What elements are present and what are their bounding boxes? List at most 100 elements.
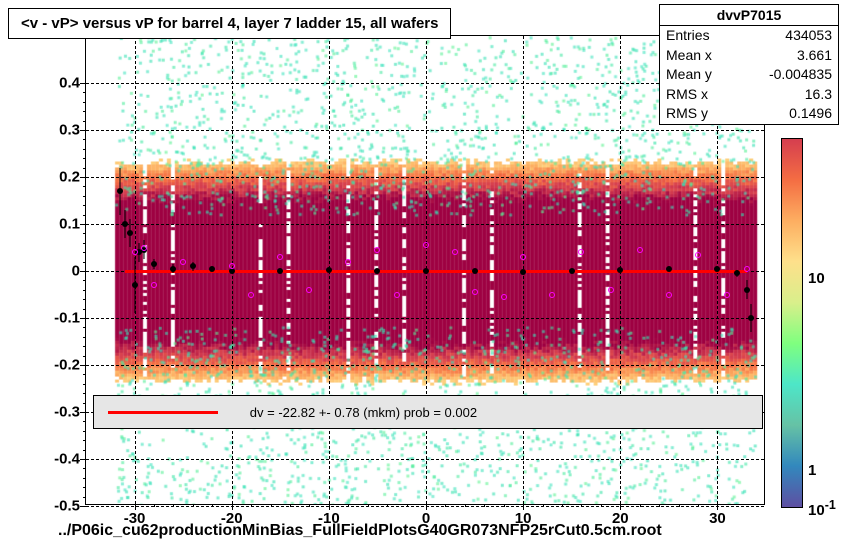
profile-point xyxy=(127,230,133,236)
open-marker xyxy=(345,259,351,265)
x-tick-label: 30 xyxy=(709,510,726,527)
profile-point xyxy=(748,315,754,321)
stats-label: Mean x xyxy=(666,46,712,66)
x-minor-tick xyxy=(601,504,602,507)
open-marker xyxy=(501,294,507,300)
y-minor-tick xyxy=(83,346,86,347)
y-minor-tick xyxy=(83,487,86,488)
x-tick xyxy=(232,504,233,510)
stats-label: RMS y xyxy=(666,104,708,124)
x-minor-tick xyxy=(465,504,466,507)
x-minor-tick xyxy=(445,504,446,507)
x-minor-tick xyxy=(640,504,641,507)
open-marker xyxy=(608,287,614,293)
x-minor-tick xyxy=(154,504,155,507)
x-minor-tick xyxy=(504,504,505,507)
y-tick xyxy=(80,130,86,131)
stats-label: Entries xyxy=(666,26,710,46)
y-minor-tick xyxy=(83,121,86,122)
x-minor-tick xyxy=(484,504,485,507)
y-minor-tick xyxy=(83,384,86,385)
fit-line xyxy=(125,270,747,273)
y-minor-tick xyxy=(83,403,86,404)
y-minor-tick xyxy=(83,196,86,197)
legend-text: dv = -22.82 +- 0.78 (mkm) prob = 0.002 xyxy=(250,405,477,420)
profile-point xyxy=(617,267,623,273)
stats-row: Entries 434053 xyxy=(660,26,838,46)
y-minor-tick xyxy=(83,478,86,479)
y-tick-label: 0.1 xyxy=(59,216,80,233)
x-minor-tick xyxy=(543,504,544,507)
y-tick-label: -0.3 xyxy=(54,404,80,421)
stats-value: -0.004835 xyxy=(769,65,832,85)
open-marker xyxy=(578,249,584,255)
y-minor-tick xyxy=(83,92,86,93)
x-minor-tick xyxy=(581,504,582,507)
colorbar-tick-label: 10 xyxy=(808,270,825,287)
colorbar xyxy=(781,138,803,508)
y-minor-tick xyxy=(83,102,86,103)
x-minor-tick xyxy=(309,504,310,507)
profile-point xyxy=(277,268,283,274)
chart-container: <v - vP> versus vP for barrel 4, layer 7… xyxy=(0,0,847,542)
profile-point xyxy=(744,287,750,293)
colorbar-tick-label: 1 xyxy=(808,462,816,479)
colorbar-low-label: 10-1 xyxy=(808,498,836,519)
x-minor-tick xyxy=(368,504,369,507)
profile-point xyxy=(734,270,740,276)
open-marker xyxy=(394,292,400,298)
profile-point xyxy=(374,268,380,274)
y-minor-tick xyxy=(83,233,86,234)
x-minor-tick xyxy=(659,504,660,507)
y-tick xyxy=(80,365,86,366)
legend-line xyxy=(108,411,218,414)
open-marker xyxy=(141,245,147,251)
y-minor-tick xyxy=(83,450,86,451)
x-minor-tick xyxy=(348,504,349,507)
x-tick xyxy=(523,504,524,510)
open-marker xyxy=(666,292,672,298)
y-tick-label: 0.3 xyxy=(59,122,80,139)
y-tick-label: 0.4 xyxy=(59,75,80,92)
y-minor-tick xyxy=(83,356,86,357)
y-minor-tick xyxy=(83,497,86,498)
x-tick xyxy=(620,504,621,510)
grid-line-h xyxy=(86,506,764,507)
x-tick xyxy=(135,504,136,510)
y-tick xyxy=(80,224,86,225)
y-tick xyxy=(80,271,86,272)
stats-label: Mean y xyxy=(666,65,712,85)
open-marker xyxy=(132,249,138,255)
stats-value: 3.661 xyxy=(797,46,832,66)
stats-value: 16.3 xyxy=(805,85,832,105)
y-tick-label: 0 xyxy=(72,263,80,280)
open-marker xyxy=(549,292,555,298)
y-tick-label: -0.5 xyxy=(54,498,80,515)
stats-value: 434053 xyxy=(785,26,832,46)
y-minor-tick xyxy=(83,431,86,432)
y-minor-tick xyxy=(83,374,86,375)
y-minor-tick xyxy=(83,309,86,310)
y-minor-tick xyxy=(83,158,86,159)
y-minor-tick xyxy=(83,327,86,328)
y-minor-tick xyxy=(83,149,86,150)
stats-value: 0.1496 xyxy=(789,104,832,124)
y-tick-label: 0.2 xyxy=(59,169,80,186)
chart-title: <v - vP> versus vP for barrel 4, layer 7… xyxy=(8,8,451,39)
open-marker xyxy=(374,247,380,253)
profile-point xyxy=(132,282,138,288)
open-marker xyxy=(151,282,157,288)
y-tick-label: -0.2 xyxy=(54,357,80,374)
open-marker xyxy=(520,254,526,260)
profile-point xyxy=(190,263,196,269)
grid-line-h xyxy=(86,130,764,131)
open-marker xyxy=(724,292,730,298)
x-minor-tick xyxy=(290,504,291,507)
y-minor-tick xyxy=(83,468,86,469)
x-minor-tick xyxy=(387,504,388,507)
x-minor-tick xyxy=(562,504,563,507)
y-tick xyxy=(80,412,86,413)
open-marker xyxy=(248,292,254,298)
x-minor-tick xyxy=(271,504,272,507)
y-tick-label: -0.4 xyxy=(54,451,80,468)
